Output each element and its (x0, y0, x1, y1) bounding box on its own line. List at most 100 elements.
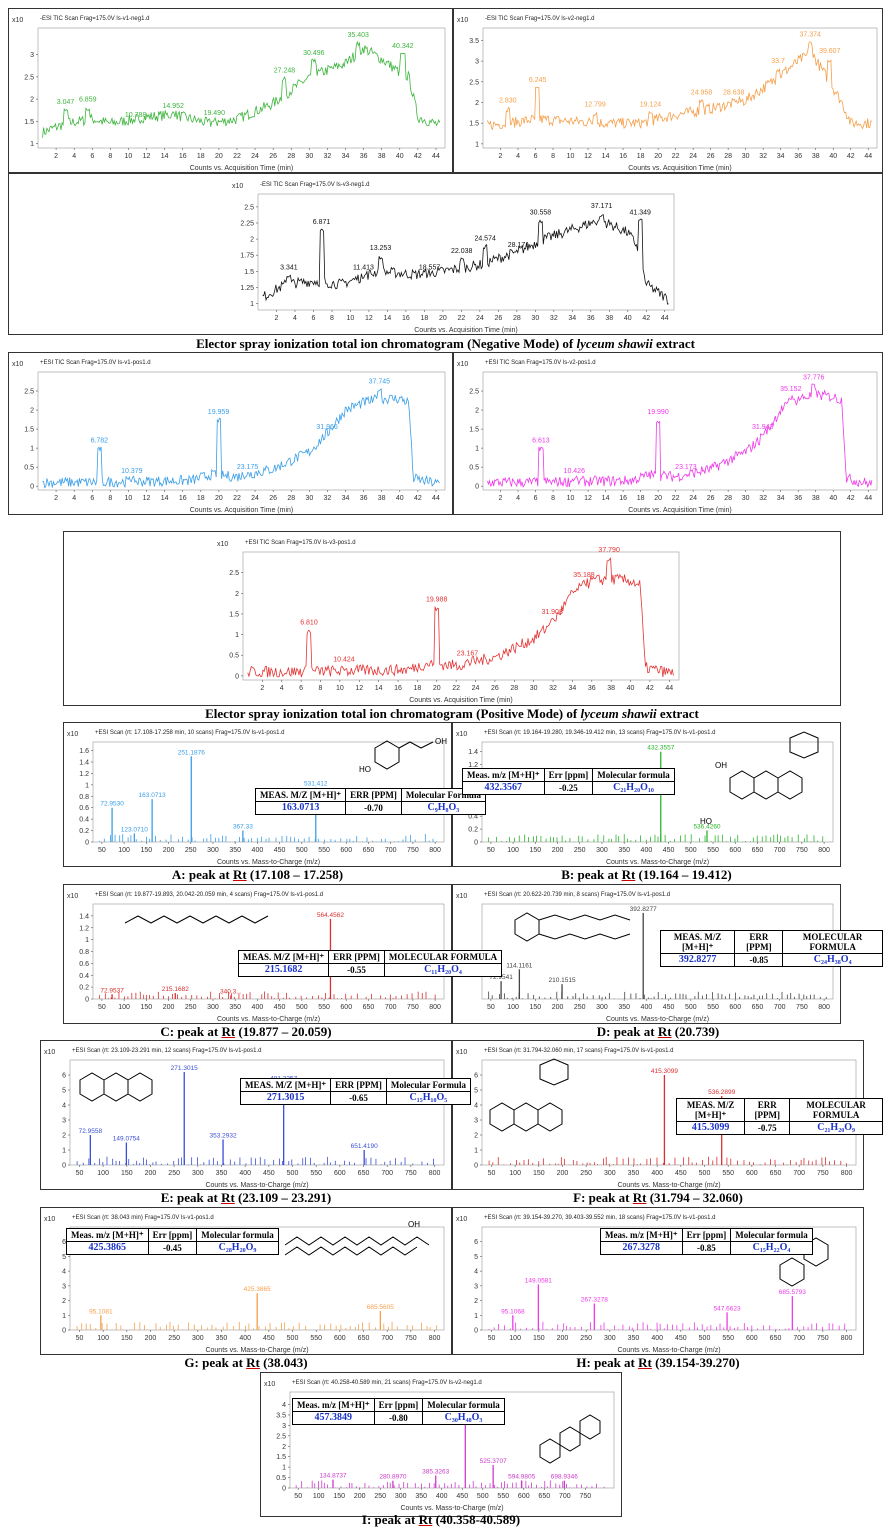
y-tick-label: 1 (475, 446, 479, 453)
x-tick-label: 750 (405, 1335, 417, 1342)
x-tick-label: 50 (487, 1004, 495, 1011)
x-tick-label: 550 (707, 1004, 719, 1011)
x-tick-label: 6 (90, 153, 94, 160)
x-tick-label: 500 (287, 1335, 299, 1342)
x-tick-label: 42 (646, 685, 654, 692)
x-tick-label: 400 (252, 1004, 264, 1011)
table-B-h2: Err [ppm] (543, 768, 594, 782)
peak-label: 531.412 (304, 781, 328, 788)
x-tick-label: 36 (794, 495, 802, 502)
y-tick-label: 0.4 (79, 973, 89, 980)
peak-label: 19.490 (204, 110, 226, 117)
x-tick-label: 200 (557, 1170, 569, 1177)
x-tick-label: 14 (602, 495, 610, 502)
y-tick-label: 2 (475, 408, 479, 415)
peak-label: 14.952 (163, 103, 185, 110)
structure-C (124, 915, 269, 924)
x-tick-label: 550 (707, 847, 719, 854)
peak-label: 6.859 (79, 97, 97, 104)
x-tick-label: 500 (477, 1493, 489, 1500)
table-F-h1: MEAS. M/Z [M+H]⁺ (675, 1098, 746, 1122)
x-tick-label: 750 (796, 847, 808, 854)
x-tick-label: 12 (584, 495, 592, 502)
peak-label: 35.403 (347, 32, 369, 39)
x-tick-label: 14 (375, 685, 383, 692)
x-axis-label: Counts vs. Acquisition Time (min) (409, 697, 512, 704)
y-tick-label: 0.2 (468, 827, 478, 834)
x-tick-label: 14 (384, 315, 392, 322)
x-tick-label: 12 (584, 153, 592, 160)
x-tick-label: 28 (724, 495, 732, 502)
x-tick-label: 8 (108, 495, 112, 502)
x-tick-label: 4 (293, 315, 297, 322)
y-tick-label: 1 (250, 301, 254, 308)
structure-A: OH HO (359, 737, 447, 774)
peak-label: 210.1515 (548, 977, 575, 984)
x-axis-label: Counts vs. Mass-to-Charge (m/z) (205, 1182, 308, 1189)
table-C: MEAS. M/Z [M+H]⁺ ERR [PPM] MOLECULAR FORMU… (237, 950, 503, 977)
x-tick-label: 150 (529, 847, 541, 854)
neg-chrom-3-frame (8, 173, 883, 335)
x-tick-label: 50 (488, 1335, 496, 1342)
x-tick-label: 600 (334, 1170, 346, 1177)
x-tick-label: 24 (689, 153, 697, 160)
plot-area (69, 1059, 445, 1166)
table-D-v2: -0.85 (734, 953, 784, 967)
x-tick-label: 700 (559, 1493, 571, 1500)
peak-label: 123.0710 (121, 826, 148, 833)
x-tick-label: 12 (143, 153, 151, 160)
peak-label: 72.9530 (100, 801, 124, 808)
y-tick-label: 1.5 (469, 427, 479, 434)
y-tick-label: 6 (474, 1239, 478, 1246)
y-tick-label: 2.5 (469, 389, 479, 396)
x-tick-label: 650 (752, 847, 764, 854)
table-I-h3: Molecular formula (422, 1398, 505, 1412)
table-E: MEAS. M/Z [M+H]⁺ ERR [PPM] Molecular Formu… (239, 1078, 471, 1105)
x-tick-label: 32 (324, 495, 332, 502)
table-F-v2: -0.75 (744, 1121, 791, 1135)
peak-label: 536.4260 (693, 823, 720, 830)
chart-title: +ESI Scan (rt: 19.877-19.893, 20.042-20.… (95, 892, 323, 898)
chart-title: -ESI TIC Scan Frag=175.0V ls-v1-neg1.d (40, 16, 149, 22)
plot-area (257, 193, 675, 311)
x-tick-label: 20 (215, 153, 223, 160)
peak-label: 72.9537 (100, 987, 124, 994)
table-G-h1: Meas. m/z [M+H]⁺ (66, 1228, 149, 1242)
x-tick-label: 6 (534, 495, 538, 502)
x-tick-label: 2 (54, 495, 58, 502)
x-tick-label: 350 (229, 847, 241, 854)
y-tick-label: 0.4 (79, 817, 89, 824)
table-C-v3: C₁₁H₂₀O₄ (383, 963, 503, 977)
x-tick-label: 34 (777, 153, 785, 160)
x-tick-label: 26 (494, 315, 502, 322)
series-line (487, 383, 873, 488)
x-tick-label: 32 (759, 153, 767, 160)
peak-label: 3.341 (280, 264, 298, 271)
x-tick-label: 20 (439, 315, 447, 322)
y-tick-label: 2.5 (276, 1433, 286, 1440)
peak-label: 415.3099 (651, 1068, 678, 1075)
peak-label: 114.1161 (506, 962, 533, 969)
y-tick-label: 2.5 (244, 204, 254, 211)
y-tick-label: 1.4 (79, 913, 89, 920)
x10-scale-label: x10 (456, 1216, 467, 1223)
peak-label: 698.9346 (551, 1474, 578, 1481)
pos-mode-caption: Elector spray ionization total ion chrom… (205, 706, 699, 721)
y-tick-label: 1.2 (79, 771, 89, 778)
chart-title: +ESI Scan (rt: 20.622-20.739 min, 8 scan… (484, 892, 670, 898)
peak-label: 3.047 (57, 99, 75, 106)
y-tick-label: 5 (62, 1088, 66, 1095)
x-tick-label: 600 (729, 847, 741, 854)
x-tick-label: 350 (618, 1004, 630, 1011)
y-tick-label: 0 (474, 1163, 478, 1170)
x-axis-label: Counts vs. Mass-to-Charge (m/z) (606, 859, 709, 866)
peak-label: 19.988 (426, 597, 448, 604)
neg-chrom-2-frame (453, 8, 883, 173)
y-tick-label: 1.5 (276, 1454, 286, 1461)
ms-C-chart: x10 +ESI Scan (rt: 19.877-19.893, 20.042-… (67, 892, 445, 1023)
chart-title: +ESI TIC Scan Frag=175.0V ls-v1-pos1.d (40, 360, 151, 366)
x-tick-label: 20 (433, 685, 441, 692)
structure-E (79, 1072, 153, 1102)
x10-scale-label: x10 (456, 1049, 467, 1056)
x-tick-label: 400 (641, 847, 653, 854)
